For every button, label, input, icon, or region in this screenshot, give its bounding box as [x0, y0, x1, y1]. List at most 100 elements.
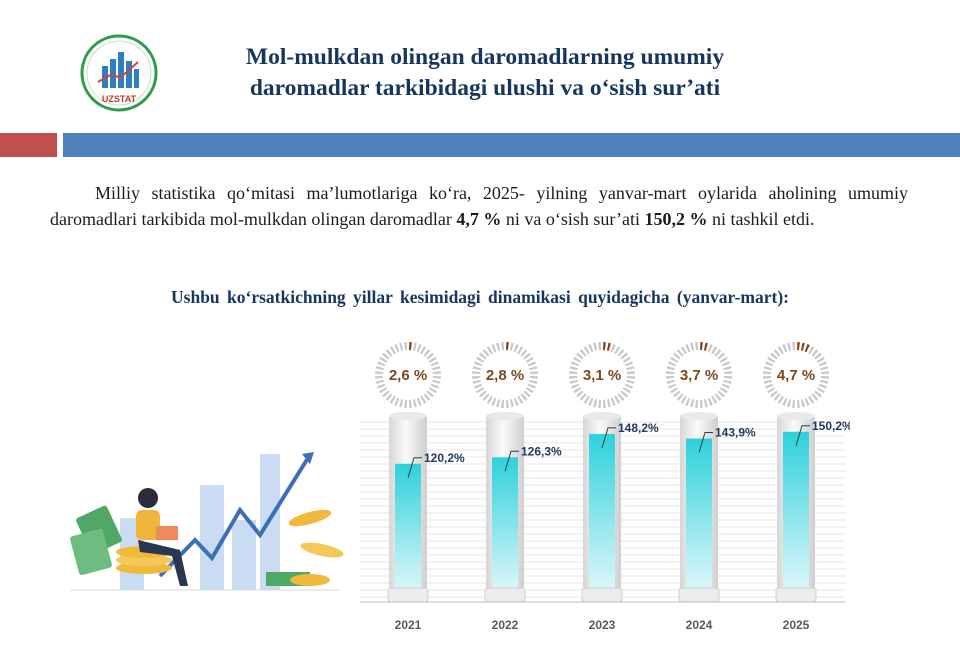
donut-segment: [525, 387, 534, 394]
donut-segment: [428, 387, 437, 394]
donut-segment: [579, 349, 587, 357]
donut-segment: [482, 393, 490, 401]
donut-segment: [472, 379, 481, 384]
donut-segment: [792, 399, 795, 408]
summary-text-1: Milliy statistika qo‘mitasi ma’lumotlari…: [50, 183, 908, 229]
donut-segment: [409, 342, 412, 351]
donut-segment: [428, 356, 437, 363]
donut-segment: [399, 342, 404, 351]
bar-value-label: 126,3%: [521, 444, 562, 458]
donut-segment: [711, 346, 718, 355]
donut-center: [773, 352, 819, 398]
donut-segment: [820, 371, 829, 374]
title-line-1: Mol-mulkdan olingan daromadlarning umumi…: [245, 44, 725, 70]
donut-segment: [571, 383, 580, 389]
donut-segment: [430, 383, 439, 389]
bar: [589, 433, 615, 592]
donut-segment: [430, 361, 439, 367]
donut-segment: [486, 346, 493, 355]
donut-segment: [626, 371, 635, 374]
donut-segment: [420, 346, 427, 355]
donut-segment: [777, 346, 784, 355]
donut-segment: [509, 399, 514, 408]
donut-segment: [804, 344, 810, 353]
donut-segment: [506, 342, 509, 351]
bar-label-leader: [795, 425, 810, 446]
bar-base: [775, 587, 817, 603]
donut-segment: [695, 342, 698, 351]
donut-segment: [593, 342, 598, 351]
donut-segment: [517, 346, 524, 355]
donut-segment: [432, 371, 441, 374]
donut-segment: [404, 399, 407, 408]
donut-segment: [792, 342, 795, 351]
donut-segment: [394, 397, 400, 406]
donut-segment: [714, 393, 722, 401]
donut-segment: [685, 344, 691, 353]
bar-label-leader: [698, 432, 713, 453]
donut-segment: [399, 399, 404, 408]
donut-segment: [583, 395, 590, 404]
donut-segment: [626, 376, 635, 379]
donut-segment: [714, 349, 722, 357]
bar: [492, 457, 518, 592]
donut-segment: [624, 361, 633, 367]
bar-value-label: 120,2%: [424, 451, 465, 465]
donut-segment: [432, 376, 441, 379]
donut-segment: [520, 349, 528, 357]
donut-segment: [606, 399, 611, 408]
donut-segment: [472, 376, 481, 379]
donut-segment: [797, 399, 800, 408]
donut-segment: [523, 390, 531, 398]
bar-value-label: 143,9%: [715, 426, 756, 440]
donut-segment: [593, 399, 598, 408]
page-title: Mol-mulkdan olingan daromadlarning umumi…: [185, 42, 785, 104]
donut-segment: [782, 397, 788, 406]
donut-segment: [763, 366, 772, 371]
donut-segment: [491, 397, 497, 406]
donut-segment: [576, 352, 584, 360]
donut-segment: [777, 395, 784, 404]
summary-text-2: ni va o‘sish sur’ati: [505, 209, 641, 229]
donut-segment: [700, 399, 703, 408]
donut-segment: [707, 344, 713, 353]
donut-segment: [412, 342, 417, 351]
donut-segment: [501, 342, 504, 351]
donut-segment: [579, 393, 587, 401]
donut-value-label: 4,7 %: [777, 367, 815, 384]
donut-segment: [719, 387, 728, 394]
donut-segment: [472, 366, 481, 371]
donut-segment: [416, 344, 422, 353]
donut-segment: [711, 395, 718, 404]
bar-track-cap: [486, 412, 524, 420]
donut-segment: [680, 395, 687, 404]
donut-segment: [676, 393, 684, 401]
donut-segment: [767, 387, 776, 394]
donut-segment: [389, 395, 396, 404]
bar-label-leader: [601, 427, 616, 449]
donut-segment: [569, 376, 578, 379]
donut-segment: [670, 356, 679, 363]
uzstat-logo: UZSTAT: [80, 34, 158, 112]
donut-segment: [506, 399, 509, 408]
donut-segment: [666, 371, 675, 374]
summary-text-3: ni tashkil etdi.: [712, 209, 815, 229]
bar: [686, 438, 712, 592]
year-label: 2023: [589, 618, 616, 632]
donut-segment: [583, 346, 590, 355]
donut-segment: [707, 397, 713, 406]
donut-segment: [808, 395, 815, 404]
donut-segment: [432, 366, 441, 371]
donut-segment: [624, 383, 633, 389]
title-line-2: daromadlar tarkibidagi ulushi va o‘sish …: [249, 75, 721, 101]
donut-segment: [717, 390, 725, 398]
bar-track-cap: [777, 412, 815, 420]
donut-segment: [513, 397, 519, 406]
bar-value-label: 150,2%: [812, 419, 850, 433]
donut-segment: [525, 356, 534, 363]
donut-segment: [820, 379, 829, 384]
donut-segment: [412, 399, 417, 408]
donut-segment: [496, 342, 501, 351]
year-label: 2024: [686, 618, 713, 632]
donut-segment: [685, 397, 691, 406]
